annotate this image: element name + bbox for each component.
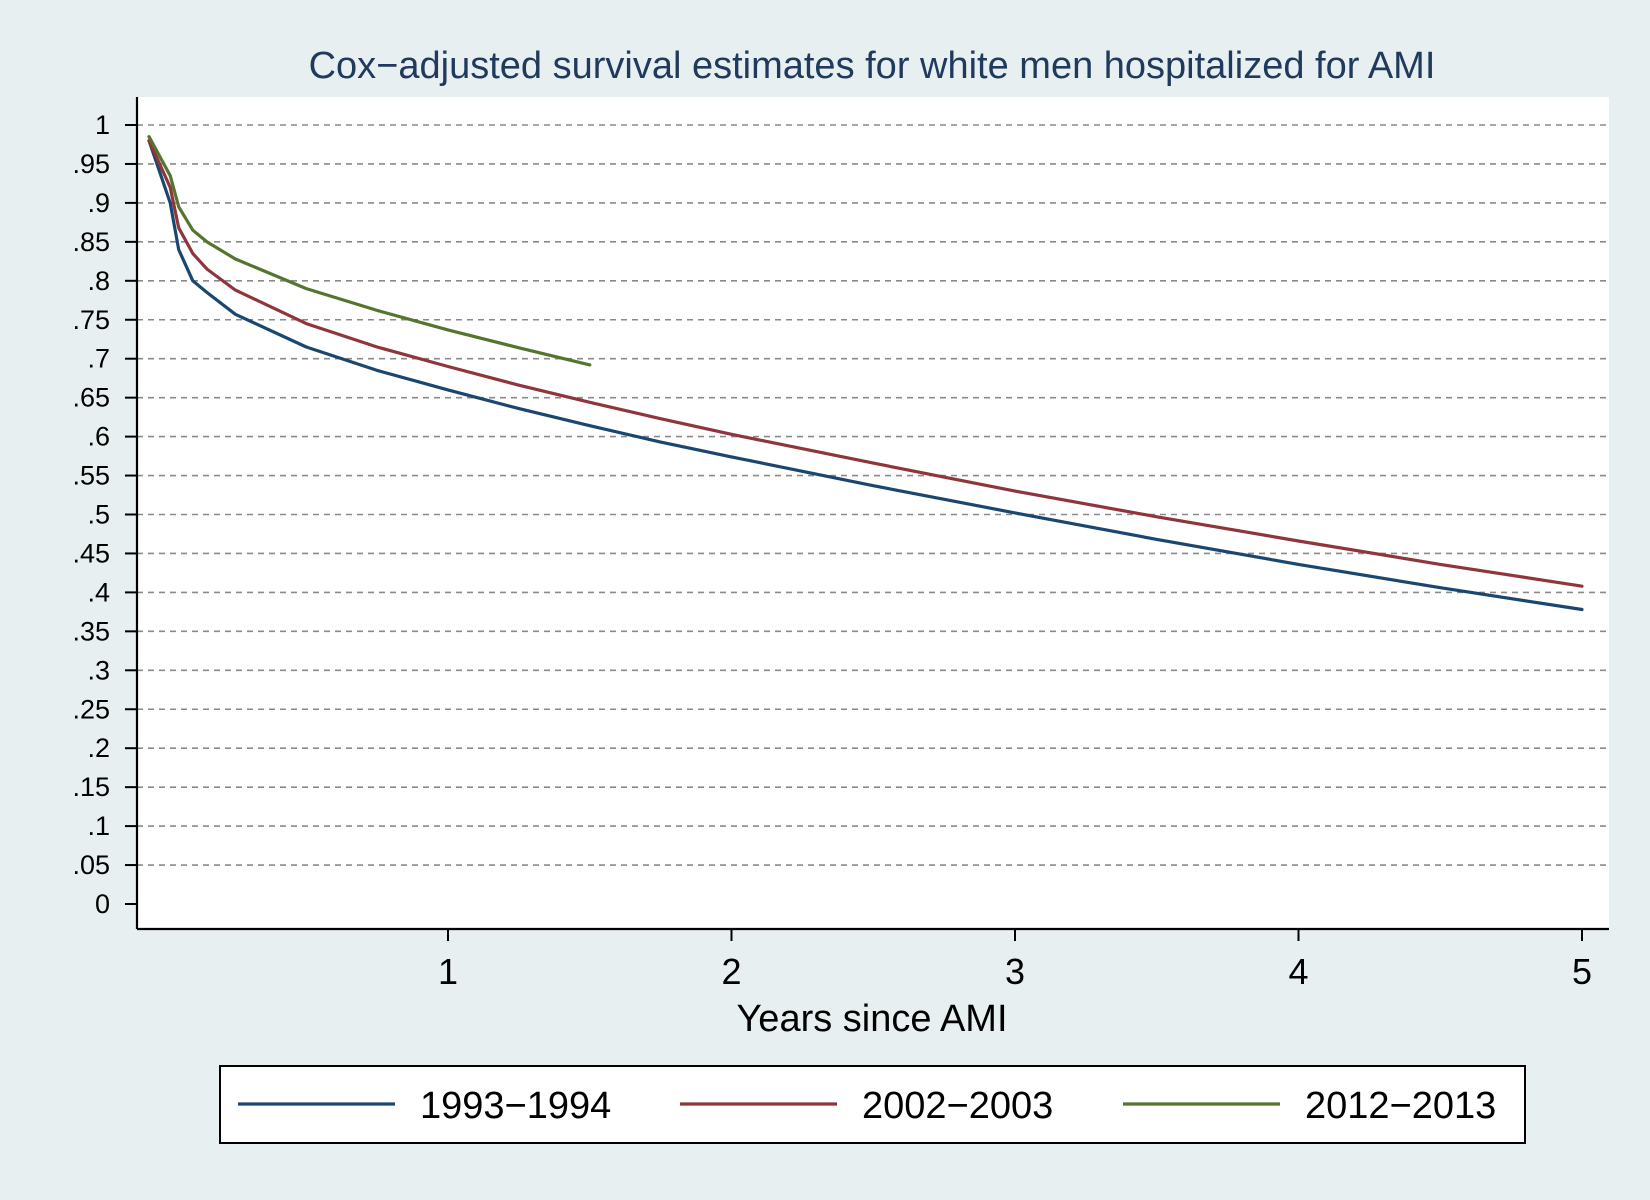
y-tick-label: .75 [72, 305, 110, 335]
y-tick-label: .55 [72, 461, 110, 491]
series-lines [147, 135, 1584, 612]
y-tick-label: .4 [87, 577, 110, 607]
x-tick-label: 4 [1288, 951, 1308, 992]
y-tick-label: .35 [72, 616, 110, 646]
series-line-2 [147, 139, 1584, 588]
chart-title: Cox−adjusted survival estimates for whit… [309, 45, 1436, 87]
legend: 1993−1994 2002−2003 2012−2013 [219, 1065, 1526, 1144]
y-tick-label: .15 [72, 772, 110, 802]
y-tick-label: .25 [72, 694, 110, 724]
legend-label-2: 2002−2003 [862, 1085, 1053, 1127]
legend-box [219, 1065, 1526, 1144]
x-tick-label: 3 [1005, 951, 1025, 992]
x-tick-label: 1 [438, 951, 458, 992]
y-tick-label: .8 [87, 266, 110, 296]
y-tick-label: .95 [72, 149, 110, 179]
series-line-1 [147, 139, 1584, 612]
x-tick-label: 2 [721, 951, 741, 992]
y-tick-label: .85 [72, 227, 110, 257]
y-tick-label: .7 [87, 344, 110, 374]
series-line-3 [147, 135, 592, 367]
y-tick-label: 0 [95, 889, 110, 919]
y-tick-label: .2 [87, 733, 110, 763]
y-tick-label: .9 [87, 188, 110, 218]
y-tick-label: .45 [72, 538, 110, 568]
x-axis-label: Years since AMI [736, 998, 1007, 1040]
y-tick-label: .5 [87, 500, 110, 530]
legend-label-3: 2012−2013 [1305, 1085, 1496, 1127]
y-tick-label: .05 [72, 850, 110, 880]
y-tick-label: .1 [87, 811, 110, 841]
x-tick-label: 5 [1572, 951, 1592, 992]
y-tick-label: 1 [95, 110, 110, 140]
legend-label-1: 1993−1994 [420, 1085, 611, 1127]
y-tick-label: .6 [87, 422, 110, 452]
y-tick-label: .65 [72, 383, 110, 413]
y-tick-label: .3 [87, 655, 110, 685]
axes [135, 97, 1609, 931]
y-axis-ticks: 0 .05 .1 .15 .2 .25 .3 .35 .4 .45 .5 .55 .6 .65 .7 .75.… [72, 110, 137, 919]
gridlines [137, 124, 1609, 866]
plot-background [137, 97, 1609, 929]
x-axis-ticks: 1 2 3 4 5 [438, 929, 1592, 992]
